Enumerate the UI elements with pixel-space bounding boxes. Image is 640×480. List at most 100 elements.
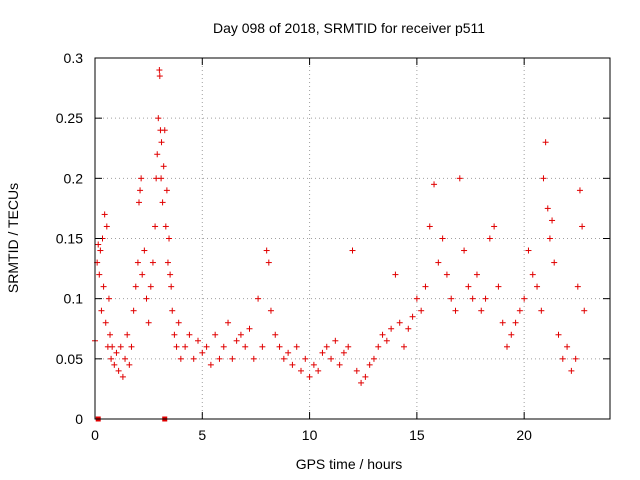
data-point bbox=[328, 355, 335, 362]
data-point bbox=[546, 235, 553, 242]
data-point bbox=[549, 217, 556, 224]
y-axis-title: SRMTID / TECUs bbox=[5, 183, 21, 293]
x-tick-label: 5 bbox=[198, 427, 206, 443]
data-point bbox=[418, 307, 425, 314]
data-point bbox=[195, 337, 201, 344]
y-axis-ticks: 0 0.05 0.1 0.15 0.2 0.25 0.3 bbox=[56, 50, 610, 427]
data-point bbox=[422, 283, 429, 290]
data-point bbox=[323, 343, 330, 350]
data-point bbox=[169, 307, 176, 314]
data-point bbox=[168, 283, 175, 290]
data-point bbox=[366, 361, 373, 368]
data-point bbox=[315, 367, 322, 374]
data-point bbox=[138, 175, 145, 182]
y-tick-label: 0.25 bbox=[56, 110, 83, 126]
data-point bbox=[383, 337, 390, 344]
data-point bbox=[220, 343, 227, 350]
data-point bbox=[319, 349, 326, 356]
data-point bbox=[353, 367, 360, 374]
data-point bbox=[259, 343, 266, 350]
data-point bbox=[111, 361, 118, 368]
data-point bbox=[276, 343, 283, 350]
data-point bbox=[132, 283, 139, 290]
y-tick-label: 0.05 bbox=[56, 351, 83, 367]
y-tick-label: 0.2 bbox=[64, 170, 84, 186]
data-point bbox=[122, 355, 129, 362]
data-point bbox=[540, 175, 547, 182]
data-point bbox=[161, 127, 168, 134]
data-point bbox=[478, 307, 485, 314]
data-point bbox=[525, 247, 532, 254]
data-point bbox=[203, 343, 210, 350]
data-point bbox=[435, 259, 442, 266]
data-point bbox=[160, 163, 167, 170]
data-point bbox=[126, 361, 133, 368]
x-axis-ticks: 0 5 10 15 20 bbox=[91, 58, 532, 443]
data-point bbox=[115, 367, 122, 374]
data-point bbox=[504, 343, 510, 350]
data-point bbox=[340, 349, 347, 356]
data-point bbox=[559, 355, 566, 362]
data-point bbox=[529, 271, 536, 278]
data-point bbox=[576, 187, 583, 194]
data-point bbox=[574, 283, 581, 290]
data-point bbox=[491, 223, 498, 230]
data-point bbox=[163, 187, 170, 194]
data-point bbox=[426, 223, 433, 230]
y-tick-label: 0.15 bbox=[56, 231, 83, 247]
y-tick-label: 0.3 bbox=[64, 50, 84, 66]
data-point bbox=[145, 319, 152, 326]
data-point bbox=[379, 331, 386, 338]
data-point bbox=[141, 247, 148, 254]
data-point bbox=[135, 199, 142, 206]
data-point bbox=[544, 205, 551, 212]
data-point bbox=[581, 307, 588, 314]
chart-title: Day 098 of 2018, SRMTID for receiver p51… bbox=[213, 20, 485, 36]
data-point bbox=[102, 319, 109, 326]
data-point bbox=[98, 307, 105, 314]
data-point bbox=[512, 319, 519, 326]
data-point bbox=[280, 355, 287, 362]
data-point bbox=[534, 283, 541, 290]
data-point bbox=[97, 247, 104, 254]
y-tick-label: 0.1 bbox=[64, 291, 84, 307]
data-point bbox=[158, 139, 165, 146]
data-point bbox=[499, 319, 506, 326]
data-point bbox=[156, 73, 163, 80]
data-point bbox=[370, 355, 377, 362]
data-point bbox=[409, 313, 416, 320]
data-point bbox=[95, 241, 102, 248]
data-point bbox=[171, 331, 178, 338]
data-point bbox=[452, 307, 459, 314]
data-point bbox=[486, 235, 493, 242]
data-point bbox=[101, 211, 108, 218]
data-point bbox=[134, 259, 141, 266]
data-point bbox=[413, 295, 420, 302]
data-point bbox=[306, 373, 313, 380]
x-tick-label: 15 bbox=[409, 427, 425, 443]
data-point bbox=[103, 223, 110, 230]
data-point bbox=[572, 355, 579, 362]
data-point bbox=[177, 355, 184, 362]
data-point bbox=[166, 235, 173, 242]
data-point bbox=[375, 343, 382, 350]
data-point bbox=[159, 199, 166, 206]
data-point bbox=[285, 349, 292, 356]
data-point bbox=[332, 337, 339, 344]
data-point bbox=[237, 331, 244, 338]
data-point bbox=[246, 325, 253, 332]
data-point bbox=[164, 259, 171, 266]
data-point bbox=[349, 247, 356, 254]
data-point bbox=[392, 271, 399, 278]
data-point bbox=[154, 151, 161, 158]
data-point bbox=[461, 247, 468, 254]
data-point bbox=[564, 343, 571, 350]
data-point bbox=[508, 331, 515, 338]
data-point bbox=[482, 295, 489, 302]
data-point bbox=[143, 295, 150, 302]
data-point bbox=[229, 355, 236, 362]
x-axis-title: GPS time / hours bbox=[296, 456, 403, 472]
data-point bbox=[265, 259, 272, 266]
